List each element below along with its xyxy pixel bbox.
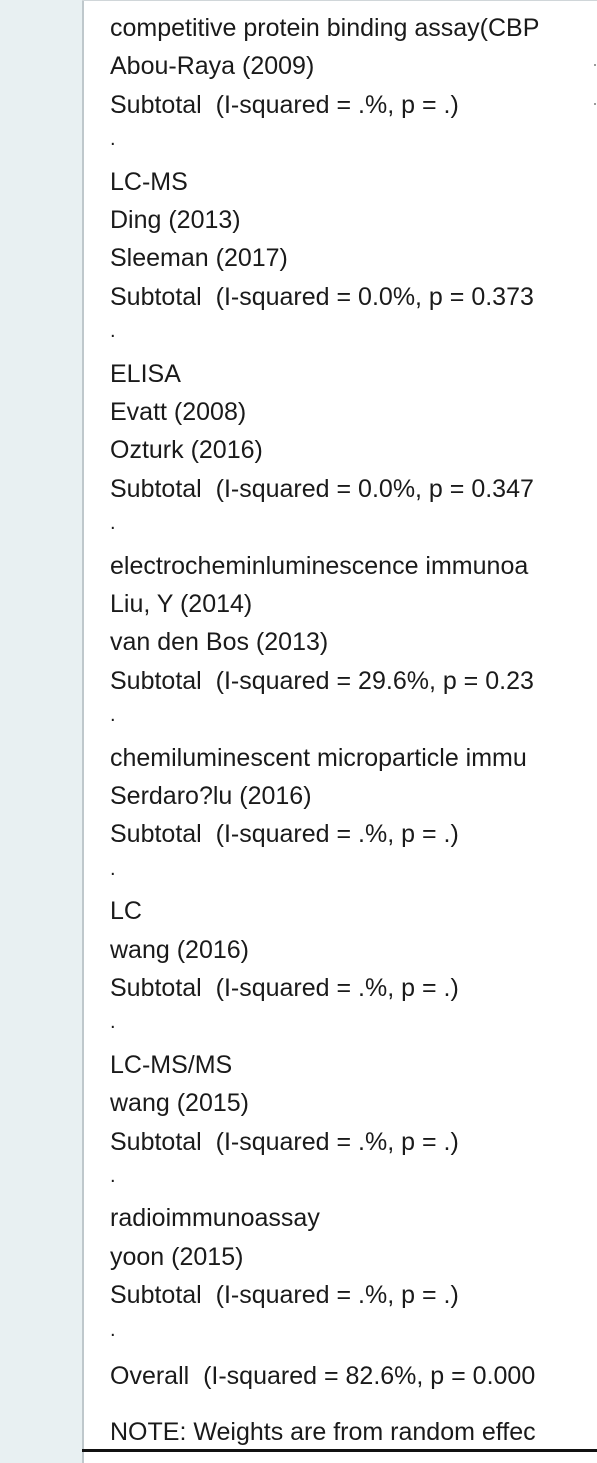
group-label-cbp: competitive protein binding assay(CBP: [110, 14, 540, 42]
overall-row: Overall (I-squared = 82.6%, p = 0.000: [110, 1362, 536, 1390]
study-abou-raya-2009: Abou-Raya (2009): [110, 52, 315, 81]
study-wang-2015: wang (2015): [110, 1089, 249, 1118]
study-ozturk-2016: Ozturk (2016): [110, 436, 263, 465]
spacer-dot: .: [110, 512, 116, 535]
group-label-lc-ms: LC-MS: [110, 167, 188, 196]
subtotal-cbp: Subtotal (I-squared = .%, p = .): [110, 90, 459, 119]
group-label-cmia: chemiluminescent microparticle immu: [110, 743, 527, 772]
study-ding-2013: Ding (2013): [110, 206, 241, 234]
study-sleeman-2017: Sleeman (2017): [110, 244, 288, 273]
group-label-ecl: electrocheminluminescence immunoa: [110, 551, 529, 580]
group-label-elisa: ELISA: [110, 359, 181, 388]
panel-left-border: [82, 0, 84, 1463]
subtotal-elisa: Subtotal (I-squared = 0.0%, p = 0.347: [110, 474, 534, 503]
spacer-dot: .: [110, 128, 116, 151]
bottom-rule: [82, 1449, 597, 1452]
study-wang-2016: wang (2016): [110, 935, 249, 964]
subtotal-ecl: Subtotal (I-squared = 29.6%, p = 0.23: [110, 666, 534, 695]
subtotal-ria: Subtotal (I-squared = .%, p = .): [110, 1281, 459, 1310]
study-marker-abou-raya: [594, 64, 596, 67]
spacer-dot: .: [110, 857, 116, 880]
group-label-ria: radioimmunoassay: [110, 1204, 320, 1233]
study-van-den-bos-2013: van den Bos (2013): [110, 628, 329, 657]
study-serdaroglu-2016: Serdaro?lu (2016): [110, 782, 312, 810]
subtotal-marker-cbp: [594, 102, 596, 105]
panel-top-border: [82, 0, 597, 1]
group-label-lc-ms-ms: LC-MS/MS: [110, 1050, 233, 1079]
subtotal-lc: Subtotal (I-squared = .%, p = .): [110, 974, 459, 1002]
spacer-dot: .: [110, 320, 116, 343]
study-yoon-2015: yoon (2015): [110, 1242, 244, 1271]
spacer-dot: .: [110, 1165, 116, 1187]
study-liu-2014: Liu, Y (2014): [110, 590, 253, 618]
forest-plot-panel: [82, 0, 597, 1463]
spacer-dot: .: [110, 704, 116, 727]
subtotal-cmia: Subtotal (I-squared = .%, p = .): [110, 820, 459, 849]
subtotal-lc-ms: Subtotal (I-squared = 0.0%, p = 0.373: [110, 282, 534, 311]
study-evatt-2008: Evatt (2008): [110, 398, 247, 426]
spacer-dot: .: [110, 1011, 116, 1034]
subtotal-lc-ms-ms: Subtotal (I-squared = .%, p = .): [110, 1127, 459, 1156]
spacer-dot: .: [110, 1318, 116, 1341]
group-label-lc: LC: [110, 897, 142, 926]
note-row: NOTE: Weights are from random effec: [110, 1418, 536, 1446]
